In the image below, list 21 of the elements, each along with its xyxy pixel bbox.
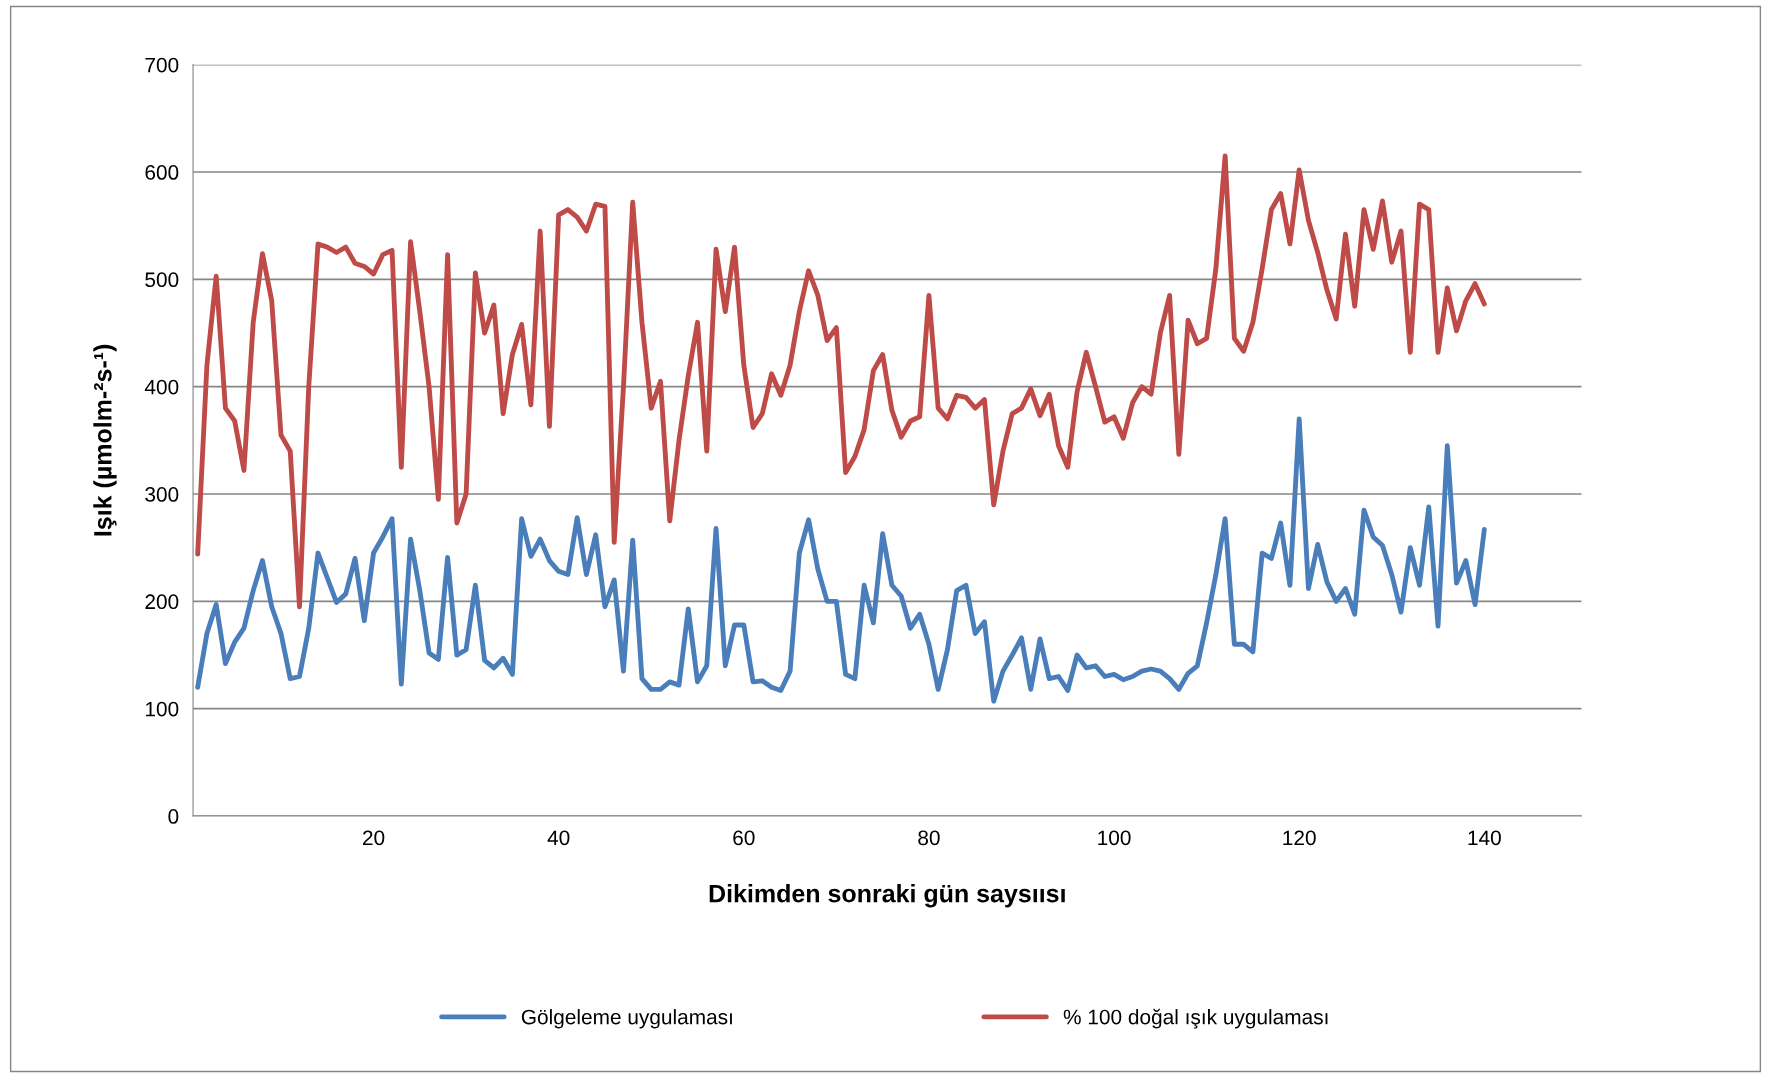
y-tick-label: 300 bbox=[145, 487, 179, 502]
y-axis-title: Işık (µmolm-²s-¹) bbox=[93, 344, 117, 536]
y-tick-label: 700 bbox=[145, 57, 179, 73]
x-tick-label: 100 bbox=[1098, 830, 1131, 846]
line-series bbox=[195, 153, 1487, 610]
x-tick-label: 40 bbox=[547, 830, 570, 846]
line-series bbox=[195, 416, 1487, 704]
y-tick-label: 400 bbox=[144, 379, 179, 395]
y-tick-label: 600 bbox=[145, 165, 179, 180]
x-tick-label: 120 bbox=[1283, 830, 1316, 846]
legend-label: Gölgeleme uygulaması bbox=[521, 1009, 732, 1029]
x-tick-label: 60 bbox=[733, 830, 755, 846]
y-tick-label: 200 bbox=[145, 594, 179, 610]
y-tick-label: 0 bbox=[168, 809, 179, 824]
x-tick-label: 80 bbox=[918, 830, 940, 846]
x-tick-label: 20 bbox=[363, 830, 385, 846]
y-tick-label: 500 bbox=[145, 272, 179, 288]
y-tick-label: 100 bbox=[145, 701, 179, 717]
legend-label: % 100 doğal ışık uygulaması bbox=[1063, 1008, 1328, 1029]
x-tick-label: 140 bbox=[1468, 830, 1501, 846]
x-axis-title: Dikimden sonraki gün saysıısı bbox=[709, 884, 1065, 908]
